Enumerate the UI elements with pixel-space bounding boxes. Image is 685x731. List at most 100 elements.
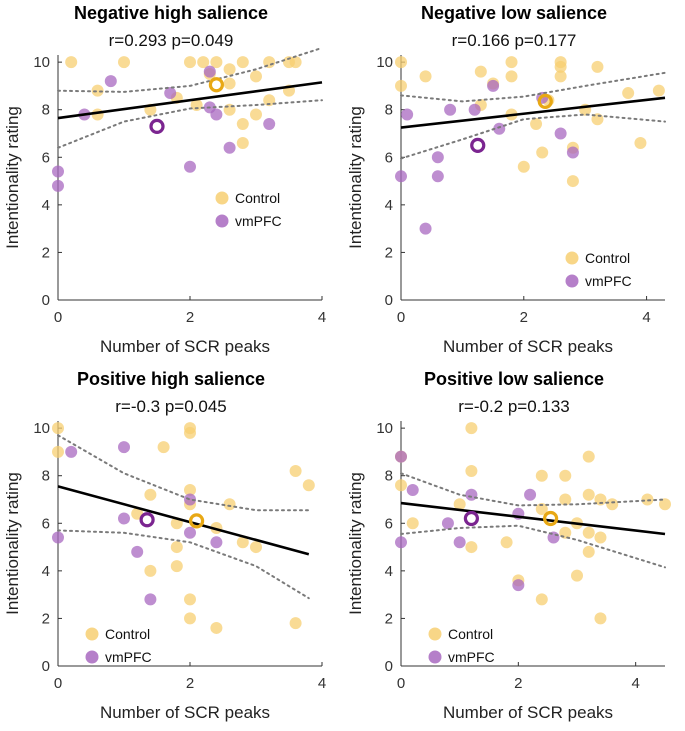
control-point	[536, 146, 549, 159]
control-point	[250, 70, 262, 83]
control-point	[223, 63, 236, 76]
control-mean-marker	[537, 93, 553, 109]
legend-control-swatch	[565, 251, 579, 265]
control-point	[52, 445, 64, 458]
chart-title: Negative high salience	[74, 3, 268, 23]
vmpfc-point	[52, 531, 64, 544]
legend-control-label: Control	[105, 626, 150, 642]
y-tick-label: 0	[385, 658, 393, 675]
control-point	[52, 422, 64, 435]
vmpfc-mean-marker	[149, 118, 165, 134]
y-tick-label: 0	[42, 292, 50, 309]
legend: Control vmPFC	[565, 250, 632, 289]
x-tick-label: 0	[54, 675, 62, 692]
vmpfc-point	[210, 108, 223, 121]
chart-svg: Positive low salience r=-0.2 p=0.133 0 2 4 6 8…	[346, 369, 671, 722]
legend: Control vmPFC	[428, 626, 495, 665]
vmpfc-point	[203, 65, 216, 78]
x-tick-label: 0	[397, 675, 405, 692]
control-point	[170, 541, 183, 554]
control-point	[395, 79, 407, 92]
control-point	[594, 612, 607, 625]
vmpfc-point	[184, 526, 196, 539]
vmpfc-point	[406, 483, 419, 496]
control-point	[236, 137, 249, 150]
control-point	[500, 536, 513, 549]
vmpfc-point	[444, 103, 457, 116]
chart-title: Positive high salience	[77, 369, 265, 389]
vmpfc-mean-marker	[470, 137, 486, 153]
chart-svg: Negative low salience r=0.166 p=0.177 0 2 4 6…	[346, 3, 666, 356]
control-point	[170, 560, 183, 573]
control-point	[406, 517, 419, 530]
y-axis-label: Intentionality rating	[3, 106, 22, 249]
control-point	[517, 160, 530, 173]
ci-lower-line	[400, 113, 666, 160]
control-point	[535, 593, 548, 606]
x-tick-label: 4	[318, 675, 326, 692]
x-tick-label: 0	[54, 309, 62, 326]
control-point	[289, 617, 302, 630]
control-point	[395, 56, 407, 69]
y-tick-label: 4	[42, 563, 50, 580]
control-point	[453, 498, 466, 511]
control-point	[118, 56, 130, 69]
control-point	[622, 87, 635, 100]
regression-line	[57, 485, 310, 556]
control-point	[465, 422, 478, 435]
legend-vmpfc-label: vmPFC	[235, 213, 282, 229]
control-point	[652, 84, 665, 97]
control-point	[591, 60, 604, 73]
x-tick-label: 2	[186, 675, 194, 692]
control-point	[236, 117, 249, 130]
control-point	[395, 479, 407, 492]
vmpfc-point	[441, 517, 454, 530]
stat-label: r=-0.2 p=0.133	[458, 397, 570, 416]
control-point	[289, 464, 302, 477]
regression-line	[400, 96, 666, 129]
control-point	[302, 479, 315, 492]
control-point	[571, 569, 583, 582]
x-tick-label: 0	[397, 309, 405, 326]
y-tick-label: 0	[385, 292, 393, 309]
legend-control-swatch	[215, 191, 229, 205]
x-axis-label: Number of SCR peaks	[443, 337, 613, 356]
control-point	[554, 60, 567, 73]
legend: Control vmPFC	[85, 626, 152, 665]
vmpfc-mean-marker	[139, 512, 155, 528]
vmpfc-point	[144, 593, 157, 606]
y-tick-label: 8	[42, 468, 50, 485]
legend-vmpfc-swatch	[428, 650, 442, 664]
control-point	[474, 65, 487, 78]
control-point	[91, 84, 104, 97]
control-point	[641, 493, 654, 506]
vmpfc-point	[263, 117, 276, 130]
legend-control-swatch	[428, 627, 442, 641]
control-point	[210, 56, 223, 69]
x-axis-label: Number of SCR peaks	[100, 703, 270, 722]
control-point	[65, 56, 78, 69]
control-point	[559, 493, 572, 506]
control-point	[223, 77, 236, 90]
chart-svg: Negative high salience r=0.293 p=0.049 0 2 4…	[3, 3, 326, 356]
control-point	[236, 56, 249, 69]
legend-vmpfc-label: vmPFC	[585, 273, 632, 289]
control-point	[634, 137, 647, 150]
control-mean-marker	[208, 77, 224, 93]
control-point	[197, 56, 210, 69]
scatter-panel-positive-low: Positive low salience r=-0.2 p=0.133 0 2 4 6 8…	[343, 366, 685, 731]
vmpfc-point	[431, 151, 444, 164]
vmpfc-point	[184, 160, 196, 173]
x-tick-label: 2	[186, 309, 194, 326]
y-axis-label: Intentionality rating	[346, 106, 365, 249]
control-point	[535, 469, 548, 482]
x-tick-label: 4	[642, 309, 650, 326]
x-axis-label: Number of SCR peaks	[443, 703, 613, 722]
control-point	[594, 531, 607, 544]
control-point	[582, 545, 595, 558]
x-tick-label: 4	[631, 675, 639, 692]
y-tick-label: 2	[42, 244, 50, 261]
vmpfc-mean-marker	[463, 510, 479, 527]
control-point	[184, 56, 196, 69]
y-tick-label: 0	[42, 658, 50, 675]
